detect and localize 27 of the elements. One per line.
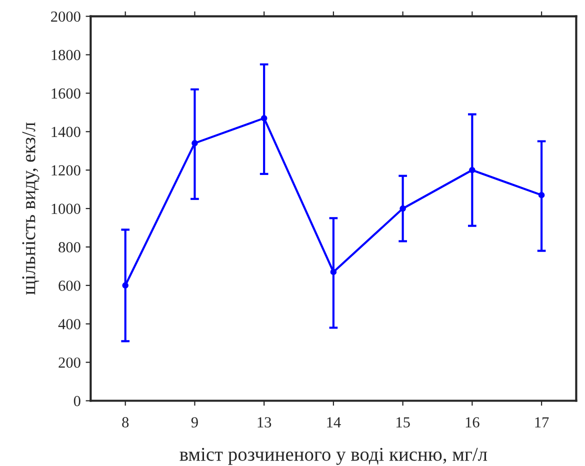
y-tick-label: 1200	[52, 165, 80, 176]
point	[122, 282, 128, 289]
point	[192, 140, 198, 146]
y-tick-label: 800	[58, 242, 80, 252]
x-tick-label: 9	[191, 417, 198, 428]
x-tick-label: 15	[396, 417, 410, 428]
y-tick-label: 1000	[52, 204, 80, 214]
x-tick-label: 13	[258, 417, 272, 428]
y-axis-title: щільність виду, екз/л	[22, 122, 40, 295]
y-tick-label: 200	[58, 357, 80, 368]
x-tick-label: 16	[466, 417, 480, 428]
y-tick-label: 600	[58, 280, 80, 291]
y-tick-label: 1600	[52, 88, 80, 99]
y-tick-label: 1400	[52, 126, 80, 138]
point	[260, 115, 268, 122]
x-tick-label: 14	[327, 417, 341, 428]
point	[538, 192, 545, 198]
point	[330, 268, 337, 276]
y-tick-label: 2000	[51, 11, 80, 22]
x-axis-title: вміст розчиненого у воді кисню, мг/л	[180, 448, 488, 465]
y-tick-label: 1800	[52, 50, 80, 60]
y-tick-label: 0	[74, 396, 80, 406]
y-tick-label: 400	[58, 319, 80, 330]
point	[469, 166, 476, 174]
x-tick-label: 17	[535, 417, 549, 428]
point	[400, 205, 406, 212]
x-tick-label: 8	[122, 417, 129, 428]
